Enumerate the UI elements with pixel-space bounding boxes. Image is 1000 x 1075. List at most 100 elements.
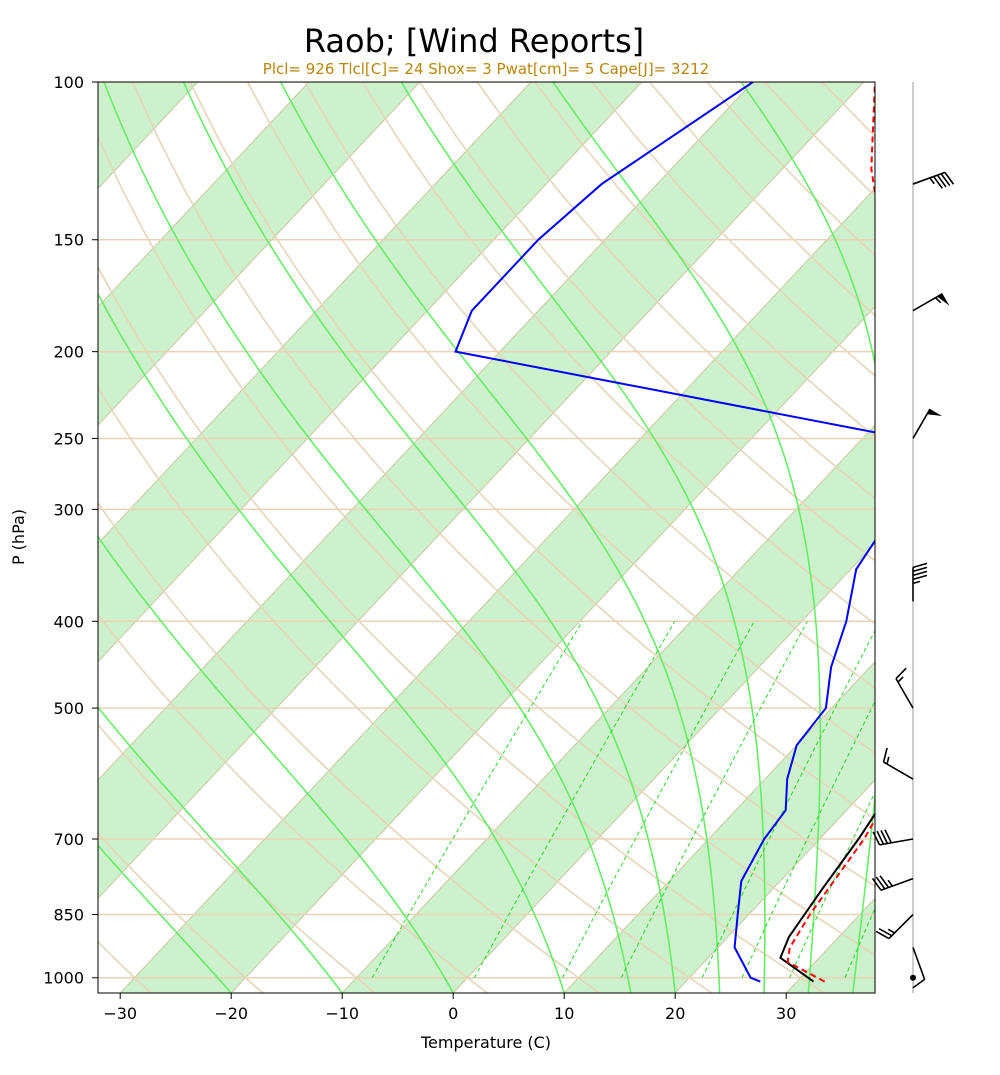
y-tick-label: 500 <box>53 699 84 718</box>
parcel-path-line <box>786 82 875 983</box>
wind-barb <box>912 947 926 989</box>
isotherm-band <box>785 897 875 993</box>
y-tick-label: 300 <box>53 500 84 519</box>
moist-adiabat <box>98 535 454 993</box>
mixing-ratio-line <box>620 621 808 978</box>
dry-adiabat <box>131 82 875 888</box>
mixing-ratio-line <box>741 700 875 978</box>
barb-feather <box>936 174 947 188</box>
wind-barb <box>912 292 950 312</box>
mixing-ratio-line <box>473 621 676 978</box>
wind-barb <box>882 747 914 780</box>
x-tick-label: −20 <box>214 1004 248 1023</box>
barb-shaft <box>883 761 914 780</box>
barb-shaft <box>879 838 914 846</box>
dry-adiabat <box>98 501 601 993</box>
wind-barb <box>912 562 928 602</box>
y-axis: 100 150 200 250 300 400 500 700 850 1000 <box>43 73 98 988</box>
dry-adiabat <box>98 723 376 993</box>
barb-feather <box>884 829 893 844</box>
barb-shaft <box>888 913 914 940</box>
barb-feather <box>912 978 926 989</box>
chart-subtitle: Plcl= 926 Tlcl[C]= 24 Shox= 3 Pwat[cm]= … <box>263 60 709 78</box>
dry-adiabat <box>246 82 875 754</box>
wind-barb <box>871 875 914 891</box>
y-tick-label: 850 <box>53 906 84 925</box>
y-axis-label: P (hPa) <box>9 509 28 565</box>
barb-feather <box>880 830 889 844</box>
wind-barb-calm <box>910 974 916 981</box>
barb-feather <box>882 747 888 763</box>
y-tick-label: 250 <box>53 429 84 448</box>
isotherm-band <box>98 82 643 663</box>
barb-half-feather <box>886 756 890 765</box>
moist-adiabat <box>98 292 565 993</box>
dry-adiabat <box>419 82 875 562</box>
barb-feather <box>944 171 955 185</box>
wind-barb <box>872 829 914 846</box>
dry-adiabat <box>476 82 875 500</box>
barb-half-feather <box>897 676 904 683</box>
barb-shaft <box>880 877 914 891</box>
barb-feather <box>872 831 881 846</box>
x-tick-label: 30 <box>776 1004 796 1023</box>
moist-adiabat <box>98 844 232 993</box>
dry-adiabat <box>189 82 875 820</box>
barb-feather <box>912 574 928 581</box>
x-tick-label: 0 <box>448 1004 458 1023</box>
y-tick-label: 100 <box>53 73 84 92</box>
moist-adiabat <box>400 82 766 993</box>
dry-adiabat <box>98 386 713 993</box>
barb-half-feather <box>912 580 921 585</box>
dry-adiabat <box>994 82 1000 993</box>
barb-feather <box>879 875 890 888</box>
plot-area <box>98 82 1000 993</box>
plot-frame <box>97 81 876 994</box>
moist-adiabat <box>182 82 676 993</box>
barb-shaft <box>895 678 914 709</box>
y-tick-label: 400 <box>53 612 84 631</box>
barb-shaft <box>912 171 946 185</box>
dewpoint-line <box>454 82 875 983</box>
barb-shaft <box>912 947 926 980</box>
wind-barb <box>912 171 955 189</box>
x-axis: −30 −20 −10 0 10 20 30 <box>103 993 796 1023</box>
dry-adiabat <box>304 82 875 689</box>
wind-barb <box>912 408 943 439</box>
barb-feather <box>933 176 943 189</box>
x-tick-label: −30 <box>103 1004 137 1023</box>
moist-adiabat <box>740 82 875 993</box>
y-tick-label: 150 <box>53 231 84 250</box>
x-tick-label: −10 <box>325 1004 359 1023</box>
isotherm-band <box>98 82 199 190</box>
dry-adiabat <box>880 82 1000 993</box>
barb-feather <box>878 927 893 937</box>
mixing-ratio-line <box>701 629 875 978</box>
moist-adiabat <box>552 82 822 993</box>
x-axis-label: Temperature (C) <box>420 1033 551 1052</box>
barb-feather <box>875 930 890 940</box>
barb-feather <box>912 566 928 573</box>
barb-half-feather <box>887 879 893 887</box>
y-tick-label: 200 <box>53 343 84 362</box>
dry-adiabat <box>98 265 825 993</box>
barb-feather <box>940 173 951 187</box>
moist-adiabat <box>279 82 721 993</box>
temperature-line <box>779 812 875 983</box>
x-tick-label: 20 <box>665 1004 685 1023</box>
barb-half-feather <box>887 928 896 934</box>
barb-feather <box>895 667 907 680</box>
moist-adiabat <box>98 706 343 993</box>
barb-feather <box>875 876 886 890</box>
mixing-ratio-line <box>561 621 755 978</box>
dry-adiabat <box>98 832 264 993</box>
mixing-ratio-line <box>948 621 1000 977</box>
barb-feather <box>876 830 885 845</box>
y-tick-label: 700 <box>53 830 84 849</box>
wind-barb <box>895 667 914 709</box>
barb-half-feather <box>934 297 942 304</box>
x-tick-label: 10 <box>554 1004 574 1023</box>
barb-shaft <box>912 292 943 312</box>
mixing-ratio-line <box>844 907 875 978</box>
barb-pennant <box>927 409 943 417</box>
